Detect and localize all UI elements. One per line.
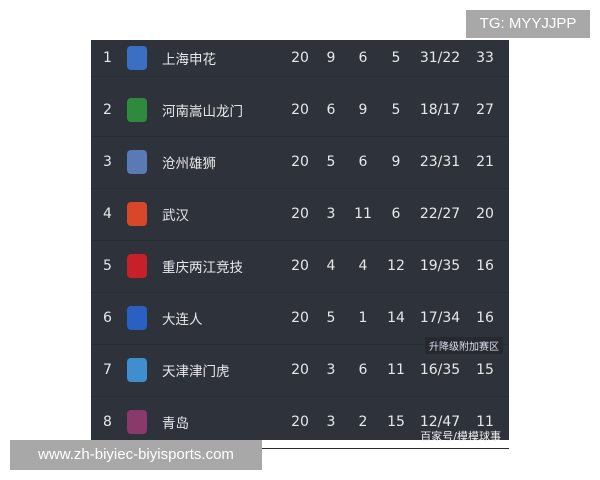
stat-l: 12 bbox=[387, 258, 405, 274]
rank: 8 bbox=[103, 414, 112, 430]
rank: 3 bbox=[103, 154, 112, 170]
team-name: 重庆两江竞技 bbox=[162, 260, 243, 276]
watermark-url: www.zh-biyiec-biyisports.com bbox=[10, 440, 262, 470]
team-name: 河南嵩山龙门 bbox=[162, 104, 243, 120]
stat-d: 11 bbox=[354, 206, 372, 222]
team-logo-icon bbox=[127, 150, 147, 174]
stat-gd: 17/34 bbox=[419, 310, 461, 326]
team-logo-icon bbox=[127, 98, 147, 122]
table-row[interactable]: 1 上海申花 20 9 6 5 31/22 33 bbox=[91, 40, 509, 77]
stat-p: 20 bbox=[291, 362, 309, 378]
stat-gd: 31/22 bbox=[419, 50, 461, 66]
stat-gd: 16/35 bbox=[419, 362, 461, 378]
stat-p: 20 bbox=[291, 414, 309, 430]
team-name: 沧州雄狮 bbox=[162, 156, 216, 172]
stat-p: 20 bbox=[291, 258, 309, 274]
stat-l: 11 bbox=[387, 362, 405, 378]
stat-d: 6 bbox=[358, 154, 368, 170]
stat-p: 20 bbox=[291, 310, 309, 326]
team-name: 上海申花 bbox=[162, 52, 216, 68]
zone-label: 升降级附加赛区 bbox=[425, 337, 503, 354]
table-row[interactable]: 4 武汉 20 3 11 6 22/27 20 bbox=[91, 188, 509, 241]
stat-l: 6 bbox=[391, 206, 401, 222]
table-row[interactable]: 8 青岛 20 3 2 15 12/47 11 百家号/模模球事 bbox=[91, 396, 509, 449]
rank: 6 bbox=[103, 310, 112, 326]
team-name: 青岛 bbox=[162, 416, 189, 432]
team-logo-icon bbox=[127, 306, 147, 330]
stat-w: 4 bbox=[326, 258, 336, 274]
stat-p: 20 bbox=[291, 154, 309, 170]
stat-l: 5 bbox=[391, 102, 401, 118]
stat-w: 6 bbox=[326, 102, 336, 118]
rank: 1 bbox=[103, 50, 112, 66]
team-name: 天津津门虎 bbox=[162, 364, 230, 380]
team-logo-icon bbox=[127, 46, 147, 70]
standings-table: 1 上海申花 20 9 6 5 31/22 33 2 河南嵩山龙门 20 6 9 5 18/17 27 3 … bbox=[91, 40, 509, 449]
stat-gd: 12/47 bbox=[419, 414, 461, 430]
stat-d: 4 bbox=[358, 258, 368, 274]
table-row[interactable]: 5 重庆两江竞技 20 4 4 12 19/35 16 bbox=[91, 240, 509, 293]
stat-d: 2 bbox=[358, 414, 368, 430]
stat-gd: 22/27 bbox=[419, 206, 461, 222]
team-logo-icon bbox=[127, 358, 147, 382]
stat-w: 3 bbox=[326, 414, 336, 430]
watermark-tg: TG: MYYJJPP bbox=[466, 10, 590, 38]
table-row[interactable]: 7 天津津门虎 20 3 6 11 16/35 15 升降级附加赛区 bbox=[91, 337, 509, 397]
stat-w: 3 bbox=[326, 206, 336, 222]
team-logo-icon bbox=[127, 254, 147, 278]
stat-p: 20 bbox=[291, 206, 309, 222]
stat-l: 9 bbox=[391, 154, 401, 170]
stat-w: 3 bbox=[326, 362, 336, 378]
team-name: 武汉 bbox=[162, 208, 189, 224]
team-logo-icon bbox=[127, 202, 147, 226]
stat-d: 6 bbox=[358, 362, 368, 378]
stat-w: 5 bbox=[326, 154, 336, 170]
table-row[interactable]: 3 沧州雄狮 20 5 6 9 23/31 21 bbox=[91, 136, 509, 189]
table-row[interactable]: 2 河南嵩山龙门 20 6 9 5 18/17 27 bbox=[91, 84, 509, 137]
stat-pts: 21 bbox=[476, 154, 494, 170]
stat-w: 9 bbox=[326, 50, 336, 66]
rank: 4 bbox=[103, 206, 112, 222]
rank: 2 bbox=[103, 102, 112, 118]
rank: 5 bbox=[103, 258, 112, 274]
stat-d: 9 bbox=[358, 102, 368, 118]
stat-pts: 27 bbox=[476, 102, 494, 118]
stat-pts: 15 bbox=[476, 362, 494, 378]
stat-d: 1 bbox=[358, 310, 368, 326]
stat-l: 15 bbox=[387, 414, 405, 430]
stat-p: 20 bbox=[291, 50, 309, 66]
stat-pts: 20 bbox=[476, 206, 494, 222]
table-row[interactable]: 6 大连人 20 5 1 14 17/34 16 bbox=[91, 292, 509, 345]
stat-pts: 11 bbox=[476, 414, 494, 430]
stat-pts: 33 bbox=[476, 50, 494, 66]
stat-pts: 16 bbox=[476, 310, 494, 326]
stat-d: 6 bbox=[358, 50, 368, 66]
stat-gd: 23/31 bbox=[419, 154, 461, 170]
stat-l: 14 bbox=[387, 310, 405, 326]
stat-gd: 18/17 bbox=[419, 102, 461, 118]
stat-gd: 19/35 bbox=[419, 258, 461, 274]
source-label: 百家号/模模球事 bbox=[420, 430, 501, 443]
stat-l: 5 bbox=[391, 50, 401, 66]
stat-pts: 16 bbox=[476, 258, 494, 274]
stat-w: 5 bbox=[326, 310, 336, 326]
stat-p: 20 bbox=[291, 102, 309, 118]
team-logo-icon bbox=[127, 410, 147, 434]
rank: 7 bbox=[103, 362, 112, 378]
team-name: 大连人 bbox=[162, 312, 203, 328]
